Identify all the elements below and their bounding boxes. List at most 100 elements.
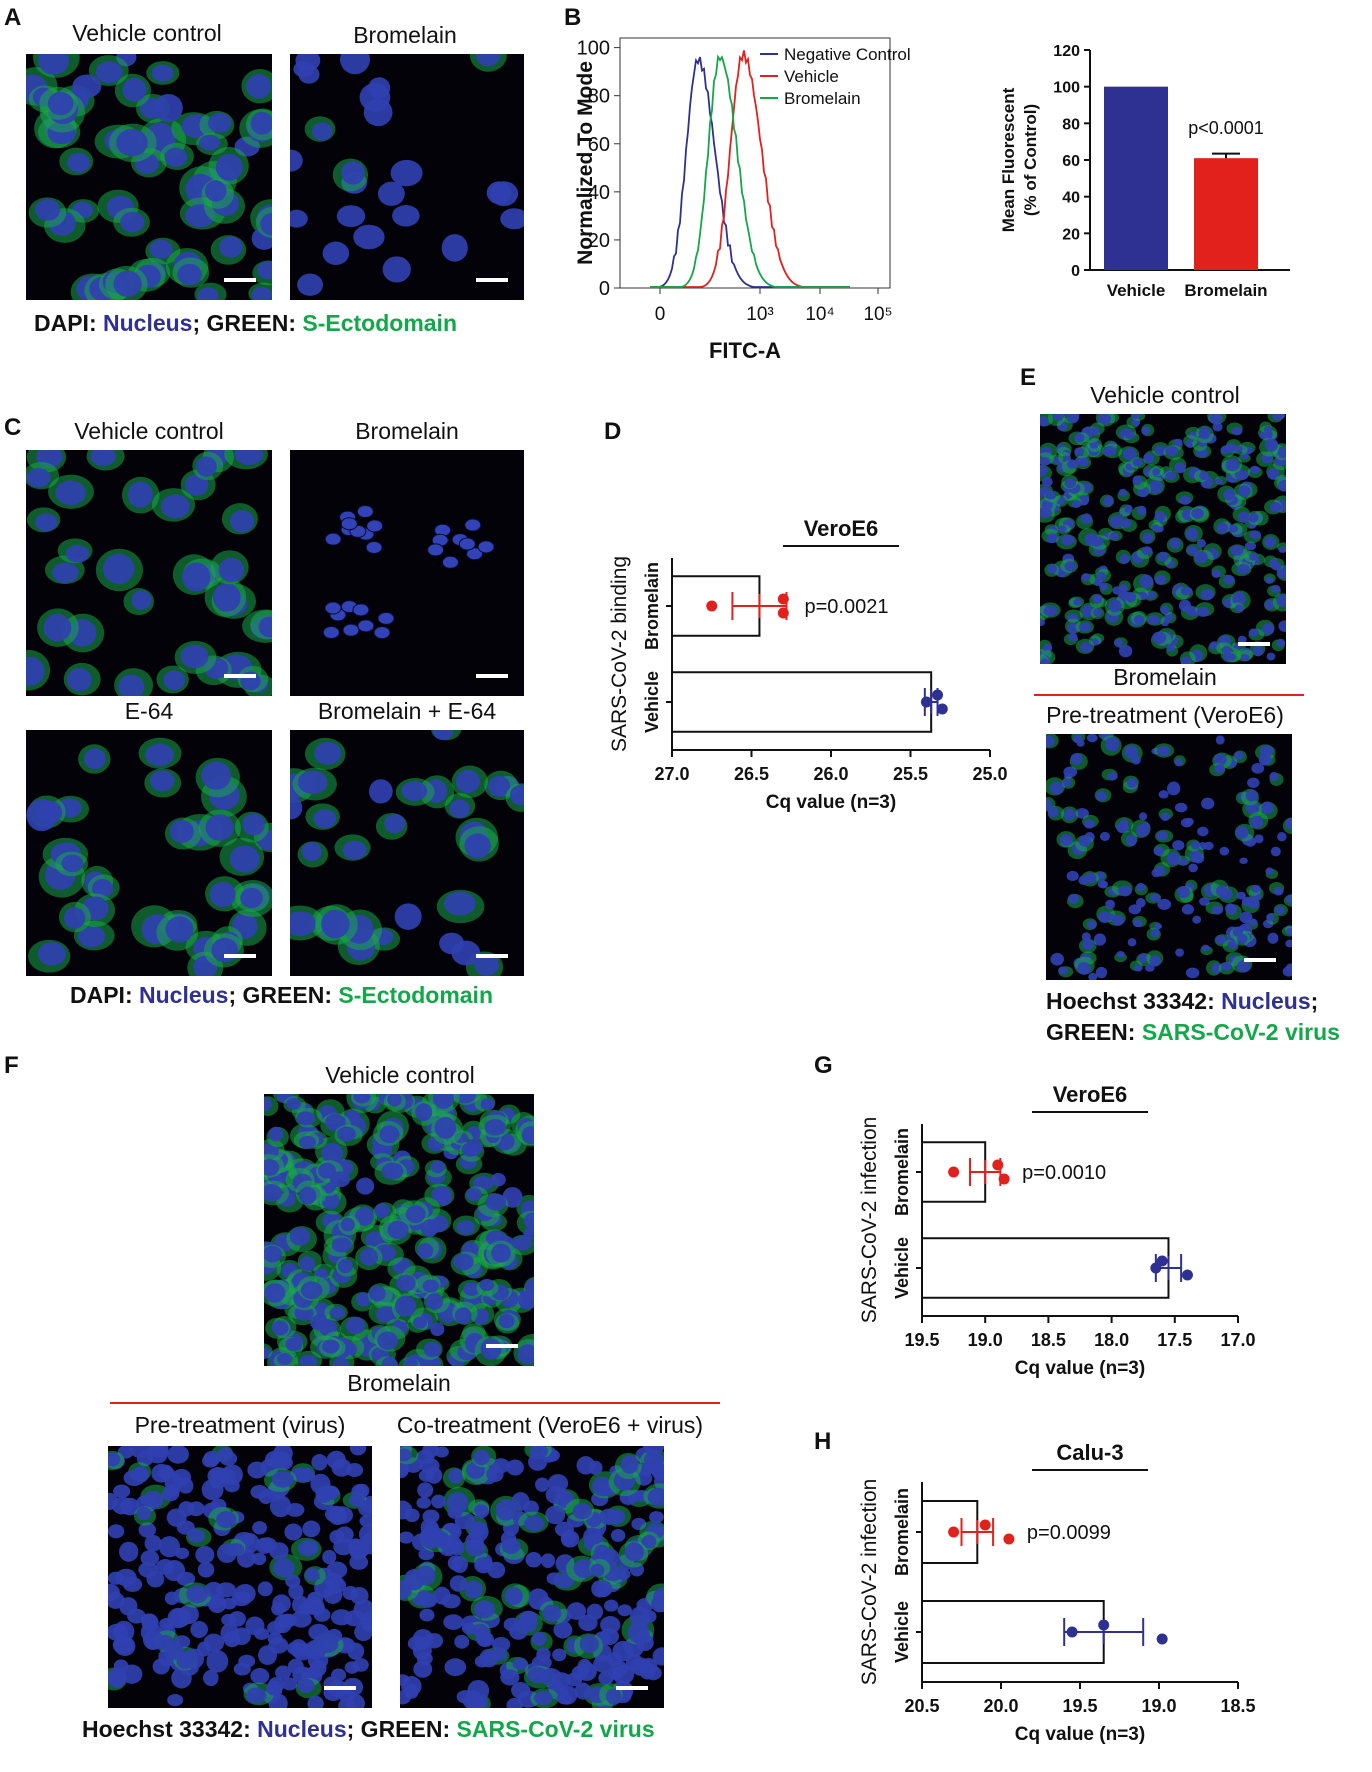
nucleus (1107, 772, 1118, 781)
nucleus (1254, 834, 1264, 844)
nucleus (1040, 488, 1046, 498)
nucleus (1166, 643, 1175, 652)
nucleus (1081, 932, 1091, 942)
nucleus (340, 54, 371, 75)
nucleus (203, 1669, 219, 1687)
nucleus (171, 1667, 192, 1689)
nucleus (620, 1455, 639, 1474)
nucleus (1081, 604, 1094, 618)
nucleus (1249, 465, 1260, 474)
scale-bar (224, 674, 256, 678)
nucleus (1152, 467, 1161, 476)
nucleus (95, 61, 123, 84)
nucleus (635, 1634, 654, 1652)
nucleus (151, 64, 174, 82)
nucleus (1050, 952, 1064, 966)
nucleus (341, 161, 365, 185)
nucleus (205, 814, 234, 841)
nucleus (593, 1655, 615, 1673)
nucleus (1099, 582, 1108, 591)
nucleus (113, 270, 142, 298)
nucleus (272, 1558, 295, 1578)
nucleus (108, 1583, 120, 1602)
nucleus (1178, 599, 1192, 612)
y-tick-label: 100 (577, 38, 610, 60)
nucleus (1215, 935, 1227, 945)
nucleus (1040, 506, 1053, 519)
nucleus (1230, 544, 1244, 556)
nucleus (486, 181, 512, 205)
nucleus (506, 1459, 524, 1476)
nucleus (335, 1526, 354, 1543)
micrograph-canvas (400, 1446, 664, 1708)
bar-vehicle (921, 1237, 1170, 1299)
nucleus (43, 613, 72, 642)
nucleus (1124, 431, 1135, 440)
nucleus (647, 1487, 664, 1507)
nucleus (1076, 740, 1085, 747)
nucleus (245, 1687, 267, 1704)
nucleus (1266, 652, 1276, 661)
nucleus (1114, 639, 1124, 647)
nucleus (1213, 753, 1227, 766)
nucleus (649, 1511, 664, 1524)
nucleus (1186, 545, 1198, 555)
nucleus (252, 1521, 267, 1535)
nucleus (216, 1511, 237, 1529)
nucleus (1216, 522, 1229, 534)
nucleus (1215, 478, 1224, 485)
x-axis-label: Cq value (n=3) (1015, 1724, 1145, 1745)
bar-category-label: Bromelain (1184, 281, 1267, 300)
nucleus (1247, 777, 1260, 789)
nucleus (355, 1206, 374, 1226)
nucleus (1096, 571, 1106, 582)
data-point (777, 593, 789, 605)
nucleus (528, 1453, 548, 1471)
nucleus (201, 761, 231, 790)
nucleus (322, 241, 350, 266)
nucleus (555, 1521, 574, 1537)
nucleus (479, 1278, 495, 1292)
nucleus (1238, 511, 1250, 523)
nucleus (612, 1664, 635, 1685)
nucleus (1263, 425, 1273, 434)
legend-entry: Negative Control (784, 45, 911, 64)
nucleus (299, 1256, 316, 1272)
nucleus (1274, 905, 1285, 915)
micrograph-c-e64 (26, 730, 272, 976)
nucleus (1196, 606, 1210, 618)
nucleus-2-7 (377, 611, 395, 625)
nucleus (579, 1634, 600, 1654)
nucleus (1191, 508, 1204, 519)
legend-e: Hoechst 33342: Nucleus; GREEN: SARS-CoV-… (1046, 988, 1340, 1045)
nucleus (1219, 846, 1230, 856)
nucleus (1152, 631, 1167, 644)
nucleus (242, 813, 265, 836)
nucleus (1270, 846, 1281, 857)
nucleus (434, 1116, 457, 1139)
nucleus (1276, 594, 1286, 608)
nucleus (299, 1135, 317, 1149)
nucleus (1269, 771, 1279, 782)
nucleus (1244, 541, 1257, 551)
nucleus (511, 1492, 530, 1511)
nucleus (35, 513, 58, 532)
x-tick-label: 26.5 (734, 764, 769, 784)
nucleus (1151, 524, 1160, 532)
nucleus (359, 83, 391, 112)
nucleus (1153, 846, 1165, 856)
nucleus (615, 1568, 631, 1581)
nucleus (610, 1528, 626, 1542)
nucleus (1188, 863, 1198, 873)
nucleus (184, 473, 209, 496)
nucleus (290, 149, 303, 172)
nucleus (417, 1482, 434, 1498)
nucleus (1086, 734, 1098, 743)
nucleus (1166, 781, 1181, 796)
nucleus (1174, 758, 1183, 767)
caption-bromelain-c: Bromelain (355, 418, 459, 444)
data-point (1066, 1626, 1078, 1638)
nucleus (163, 1642, 184, 1660)
nucleus (487, 1561, 506, 1579)
nucleus (1156, 745, 1171, 757)
